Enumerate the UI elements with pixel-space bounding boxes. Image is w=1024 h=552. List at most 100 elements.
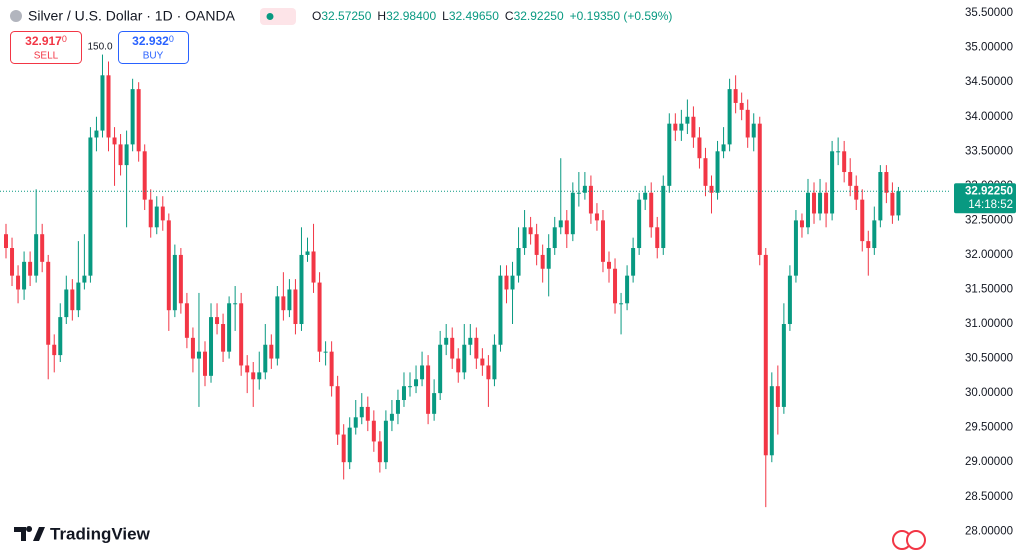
buy-price-digit: 0 (169, 34, 174, 44)
candle-body (154, 206, 159, 228)
candle-body (757, 123, 762, 255)
buy-label: BUY (143, 51, 164, 62)
candle-body (504, 275, 509, 290)
candle-body (619, 303, 624, 305)
sell-price-main: 32.917 (25, 34, 62, 48)
candle-body (534, 234, 539, 255)
y-tick-label: 32.00000 (965, 249, 1013, 261)
candle-body (426, 365, 431, 414)
candle-body (884, 172, 889, 193)
change: +0.19350 (+0.59%) (570, 9, 673, 23)
candle-body (10, 248, 15, 276)
candle-body (673, 123, 678, 131)
ohlc-key: L (442, 9, 449, 23)
y-tick-label: 35.50000 (965, 7, 1013, 19)
candle-body (293, 289, 298, 325)
candle-body (787, 275, 792, 325)
buy-price-main: 32.932 (132, 34, 169, 48)
y-tick-label: 29.00000 (965, 456, 1013, 468)
candle-body (763, 254, 768, 456)
candle-body (281, 296, 286, 311)
y-tick-label: 29.50000 (965, 422, 1013, 434)
y-tick-label: 28.50000 (965, 491, 1013, 503)
candle-body (715, 151, 720, 193)
candle-body (492, 344, 497, 380)
candle-body (655, 227, 660, 249)
y-tick-label: 34.50000 (965, 76, 1013, 88)
candle-body (516, 248, 521, 276)
candle-body (420, 365, 425, 380)
y-tick-label: 30.00000 (965, 387, 1013, 399)
logo-text: TradingView (50, 524, 151, 543)
candle-body (570, 192, 575, 235)
candle-body (812, 192, 817, 214)
sell-button[interactable] (10, 31, 82, 64)
candle-body (474, 337, 479, 359)
symbol-title: Silver / U.S. Dollar · 1D · OANDA (28, 8, 236, 24)
candle-body (359, 406, 364, 418)
candle-body (546, 248, 551, 269)
candle-body (613, 268, 618, 304)
ohlc-value: 32.98400 (386, 9, 436, 23)
y-tick-label: 28.00000 (965, 525, 1013, 537)
candle-body (353, 417, 358, 428)
candle-body (106, 75, 111, 138)
flag-icon[interactable] (906, 530, 926, 550)
symbol-icon (10, 10, 22, 22)
ohlc-key: C (505, 9, 514, 23)
candle-body (341, 434, 346, 463)
candle-body (679, 123, 684, 131)
candle-body (558, 220, 563, 228)
candle-body (209, 317, 214, 376)
candle-body (52, 344, 57, 356)
candle-body (142, 151, 147, 200)
candle-body (824, 192, 829, 214)
ohlc-key: O (312, 9, 321, 23)
ohlc-legend: O32.57250 H32.98400 L32.49650 C32.92250 +0.1… (312, 9, 672, 23)
candle-body (878, 172, 883, 221)
buy-price: 32.9320 (132, 34, 174, 48)
ohlc-value: 32.57250 (321, 9, 371, 23)
candle-body (64, 289, 69, 318)
candle-body (16, 275, 21, 290)
candle-body (383, 420, 388, 463)
candle-body (582, 185, 587, 193)
candle-body (576, 192, 581, 194)
candle-body (866, 241, 871, 249)
candle-body (480, 358, 485, 366)
status-badge[interactable] (260, 8, 296, 25)
candle-body (438, 344, 443, 394)
y-tick-label: 33.50000 (965, 145, 1013, 157)
candle-body (769, 386, 774, 456)
candle-body (202, 351, 207, 376)
candle-body (444, 337, 449, 345)
candle-body (751, 123, 756, 138)
candle-body (498, 275, 503, 345)
countdown: 14:18:52 (968, 199, 1013, 211)
candle-body (100, 75, 105, 131)
buy-button[interactable] (118, 31, 189, 64)
y-tick-label: 31.00000 (965, 318, 1013, 330)
candle-body (805, 192, 810, 228)
candle-body (408, 386, 413, 388)
candle-body (40, 234, 45, 262)
candle-body (317, 282, 322, 352)
candle-body (46, 261, 51, 345)
candle-body (836, 151, 841, 153)
candle-body (365, 406, 370, 421)
candle-body (854, 185, 859, 200)
candle-body (257, 372, 262, 380)
candle-body (124, 144, 129, 166)
candle-body (510, 275, 515, 290)
candle-body (371, 420, 376, 442)
candle-body (631, 248, 636, 276)
candle-body (401, 386, 406, 401)
candle-body (697, 137, 702, 159)
candle-body (221, 324, 226, 352)
candle-body (88, 137, 93, 276)
candle-body (540, 254, 545, 269)
candle-body (233, 303, 238, 305)
candle-body (691, 116, 696, 138)
candle-body (178, 254, 183, 304)
